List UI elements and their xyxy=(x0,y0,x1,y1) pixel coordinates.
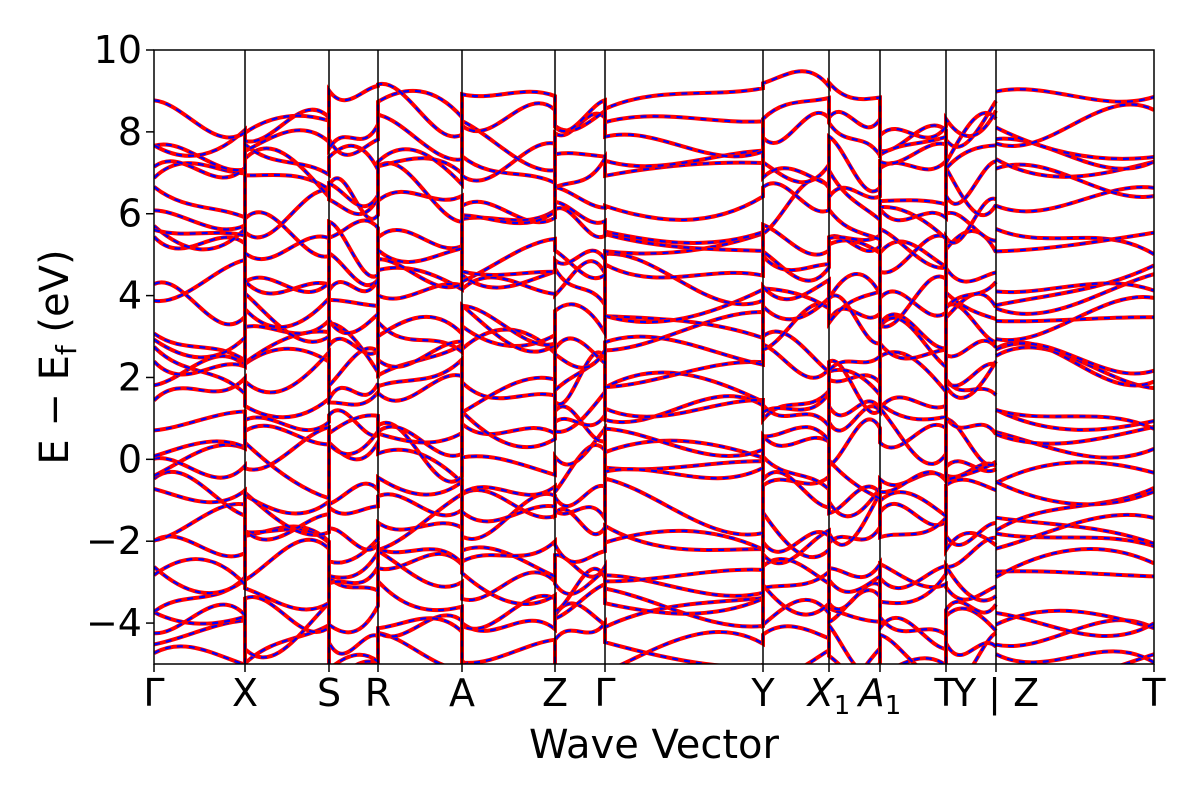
band-line-dashed xyxy=(154,438,1154,506)
band-line-dashed xyxy=(154,260,1154,335)
band-line-dashed xyxy=(154,70,1154,139)
y-tick-label: 4 xyxy=(118,274,142,318)
y-tick-label: −4 xyxy=(86,601,142,645)
band-line xyxy=(154,624,1154,664)
x-tick-label: X xyxy=(232,671,258,715)
band-line xyxy=(154,88,1154,159)
x-tick-label: T xyxy=(1141,671,1166,715)
band-line xyxy=(154,316,1154,380)
y-axis-label-main: E − E xyxy=(32,355,78,465)
band-line-dashed xyxy=(154,418,1154,483)
y-tick-label: 6 xyxy=(118,192,142,236)
band-line xyxy=(154,434,1154,507)
band-line-dashed xyxy=(154,346,1154,418)
plot-frame xyxy=(153,49,1155,665)
x-axis-label: Wave Vector xyxy=(529,722,780,768)
y-tick-label: −2 xyxy=(86,519,142,563)
x-tick-label: Y xyxy=(750,671,775,715)
y-axis: −4 −2 0 2 4 6 8 10 xyxy=(86,28,154,645)
x-tick-label: Γ xyxy=(594,671,615,715)
x-tick-label: Z xyxy=(542,671,568,715)
band-line xyxy=(154,537,1154,606)
band-line-dashed xyxy=(154,578,1154,638)
x-tick-label: A xyxy=(449,671,475,715)
y-tick-label: 8 xyxy=(118,110,142,154)
x-tick-label: Γ xyxy=(143,671,164,715)
y-axis-label-subscript: f xyxy=(50,344,83,355)
x-tick-label: R xyxy=(365,671,391,715)
band-line xyxy=(864,643,1154,664)
band-line xyxy=(154,69,1154,141)
band-lines xyxy=(154,69,1154,664)
x-tick-label: X1 xyxy=(806,671,851,721)
y-tick-label: 0 xyxy=(118,437,142,481)
band-line-dashed xyxy=(154,147,1154,208)
y-axis-label: E − Ef (eV) xyxy=(32,249,83,464)
high-symmetry-lines xyxy=(244,50,997,664)
y-axis-label-unit: (eV) xyxy=(32,249,78,345)
band-line xyxy=(154,345,1154,419)
y-tick-label: 2 xyxy=(118,355,142,399)
x-tick-label: T xyxy=(933,671,958,715)
band-line-dashed xyxy=(154,287,1154,359)
band-line-dashed xyxy=(154,162,1154,225)
y-tick-label: 10 xyxy=(94,28,142,72)
x-tick-label: S xyxy=(317,671,341,715)
x-tick-label: Y | Z xyxy=(952,671,1039,716)
x-tick-label: A1 xyxy=(856,671,902,721)
band-line-dashed xyxy=(154,552,1154,615)
